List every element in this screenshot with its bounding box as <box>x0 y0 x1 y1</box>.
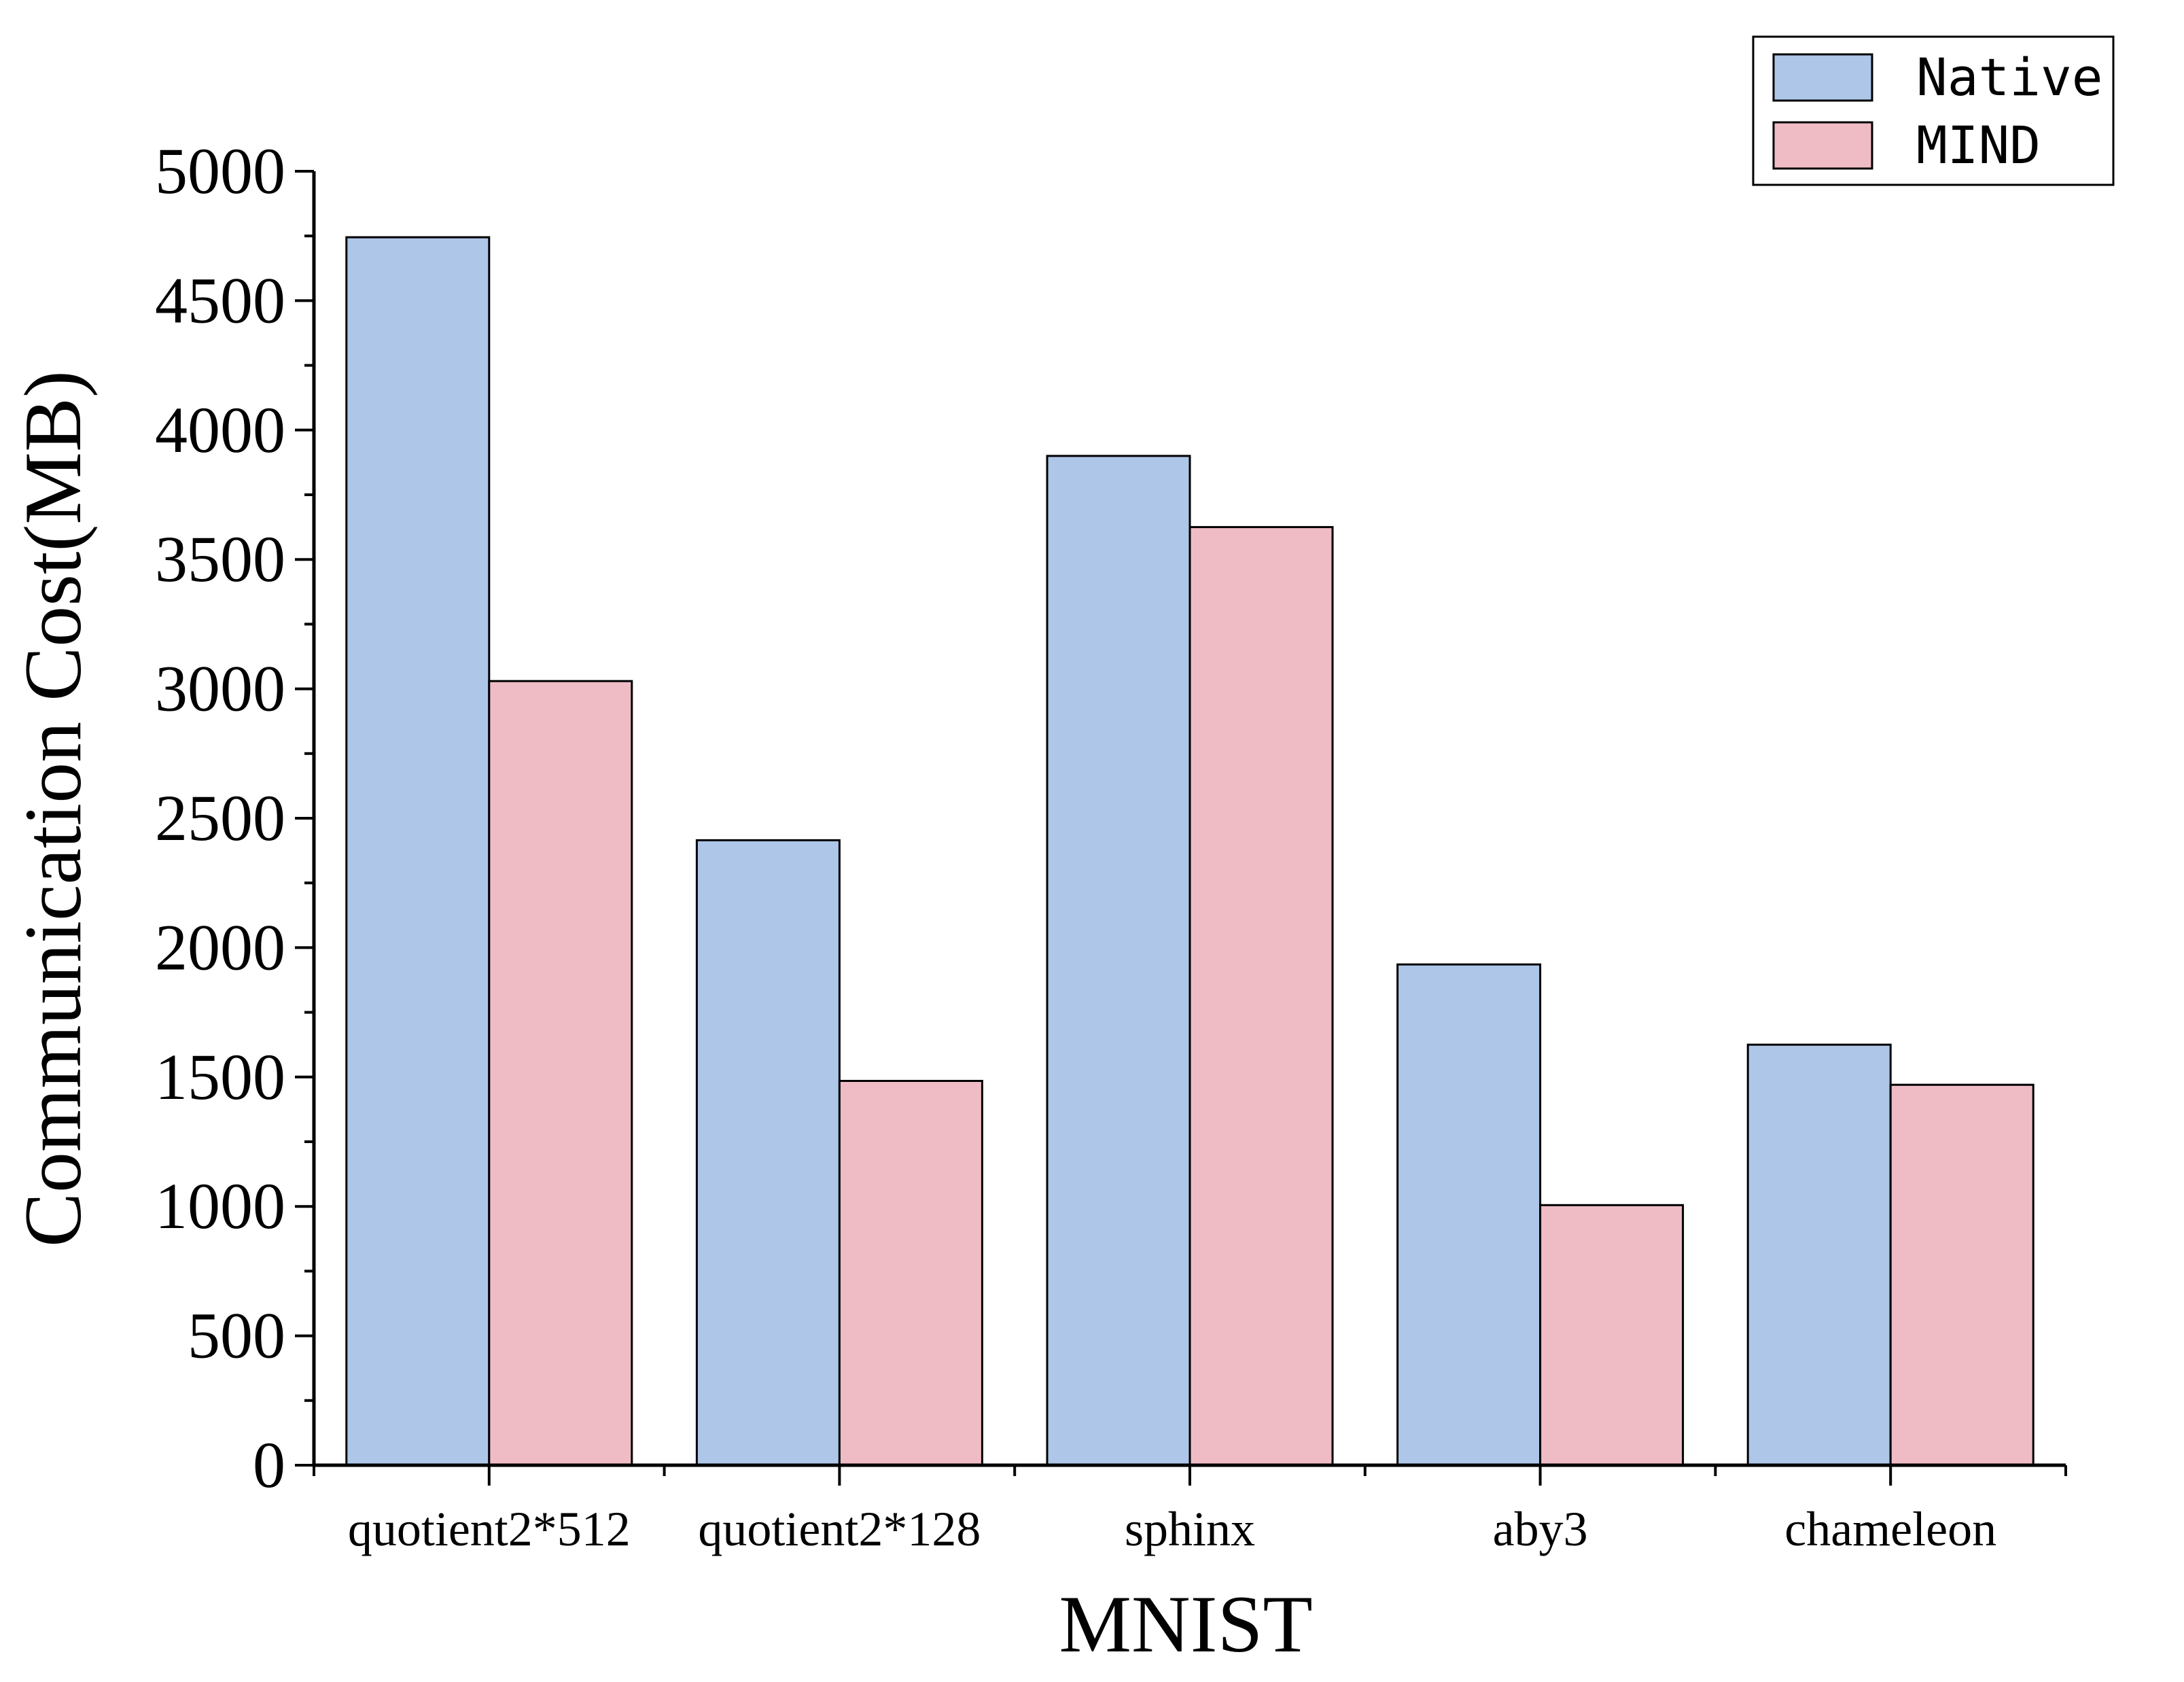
x-tick-label: chameleon <box>1784 1502 1996 1556</box>
y-axis-title: Communication Cost(MB) <box>7 370 98 1247</box>
bars-group <box>345 236 2035 1467</box>
bar-native-0 <box>345 236 491 1467</box>
bar-mind-4 <box>1889 1083 2035 1467</box>
bar-native-1 <box>695 839 841 1467</box>
legend-label-mind: MIND <box>1916 115 2041 175</box>
y-tick-label: 2000 <box>155 911 285 983</box>
y-tick-label: 4500 <box>155 264 285 336</box>
y-tick-label: 1500 <box>155 1040 285 1113</box>
y-tick-label: 4000 <box>155 393 285 466</box>
y-tick-label: 3500 <box>155 523 285 595</box>
y-tick-label: 5000 <box>155 135 285 207</box>
x-axis-title: MNIST <box>1059 1579 1312 1669</box>
x-tick-label: sphinx <box>1125 1502 1255 1556</box>
y-tick-label: 0 <box>253 1429 285 1501</box>
x-axis: quotient2*512 quotient2*128 sphinx aby3 cham… <box>313 1463 2067 1556</box>
x-tick-label: quotient2*128 <box>698 1502 981 1556</box>
bar-mind-1 <box>838 1080 983 1467</box>
x-tick-label: quotient2*512 <box>348 1502 631 1556</box>
y-tick-label: 1000 <box>155 1170 285 1242</box>
bar-native-4 <box>1746 1043 1892 1467</box>
legend-label-native: Native <box>1916 47 2103 107</box>
bar-mind-2 <box>1188 526 1334 1467</box>
legend-swatch-native <box>1772 53 1873 102</box>
legend-swatch-mind <box>1772 121 1873 170</box>
x-tick-label: aby3 <box>1493 1502 1588 1556</box>
bar-native-2 <box>1046 455 1191 1467</box>
y-axis: 0 500 1000 1500 2000 2500 3000 3500 4000 4500 5000 <box>155 135 316 1501</box>
legend: Native MIND <box>1752 35 2115 186</box>
y-tick-label: 3000 <box>155 652 285 725</box>
y-tick-label: 2500 <box>155 782 285 854</box>
bar-mind-0 <box>488 680 633 1467</box>
bar-mind-3 <box>1539 1204 1685 1467</box>
bar-native-3 <box>1396 963 1542 1467</box>
y-tick-label: 500 <box>188 1299 285 1372</box>
